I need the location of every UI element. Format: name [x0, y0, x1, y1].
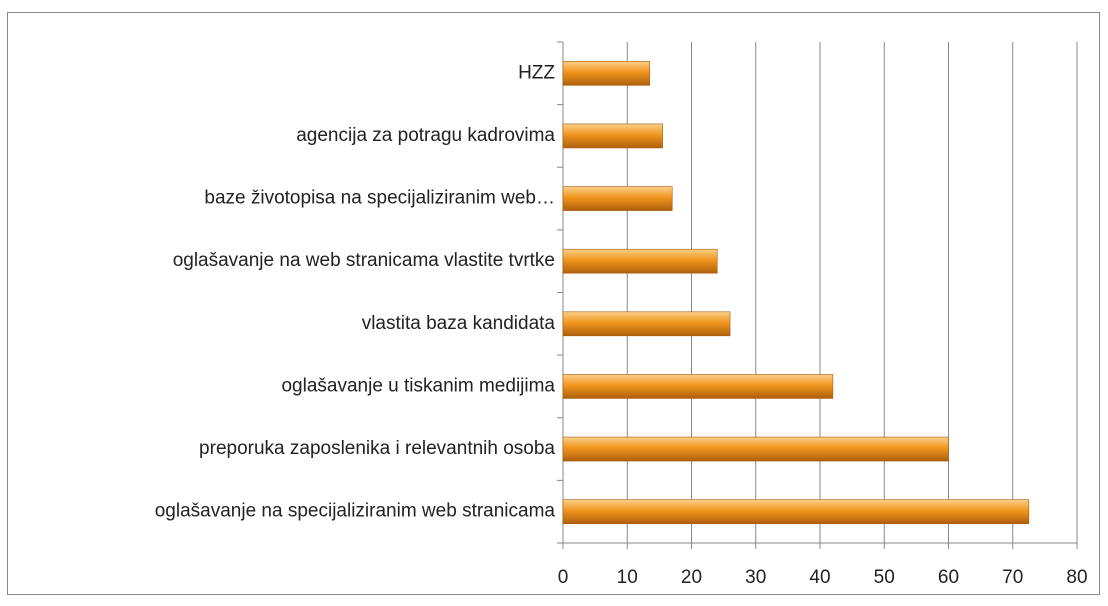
x-tick-label: 20: [681, 567, 702, 588]
bar: [562, 436, 949, 462]
chart-border: [7, 12, 1100, 595]
x-tick-label: 60: [938, 567, 959, 588]
y-tick-label: agencija za potragu kadrovima: [296, 125, 555, 146]
y-tick-label: oglašavanje u tiskanim medijima: [281, 375, 555, 396]
x-tick-label: 0: [558, 567, 569, 588]
x-tick-label: 80: [1066, 567, 1087, 588]
bar: [562, 123, 663, 149]
bar: [562, 311, 731, 337]
x-tick-label: 30: [745, 567, 766, 588]
bar: [562, 499, 1030, 524]
x-tick-label: 10: [617, 567, 638, 588]
bar: [562, 186, 673, 211]
y-tick-label: baze životopisa na specijaliziranim web…: [204, 188, 555, 209]
y-tick-label: vlastita baza kandidata: [362, 313, 556, 334]
y-tick-label: preporuka zaposlenika i relevantnih osob…: [199, 438, 555, 459]
y-tick-label: oglašavanje na web stranicama vlastite t…: [173, 250, 555, 271]
y-tick-label: oglašavanje na specijaliziranim web stra…: [155, 501, 556, 522]
x-tick-label: 50: [874, 567, 895, 588]
y-tick-label: HZZ: [518, 62, 555, 83]
x-tick-label: 40: [809, 567, 830, 588]
bar: [562, 374, 834, 399]
bar: [562, 61, 651, 86]
x-tick-label: 70: [1002, 567, 1023, 588]
bar: [562, 248, 718, 274]
